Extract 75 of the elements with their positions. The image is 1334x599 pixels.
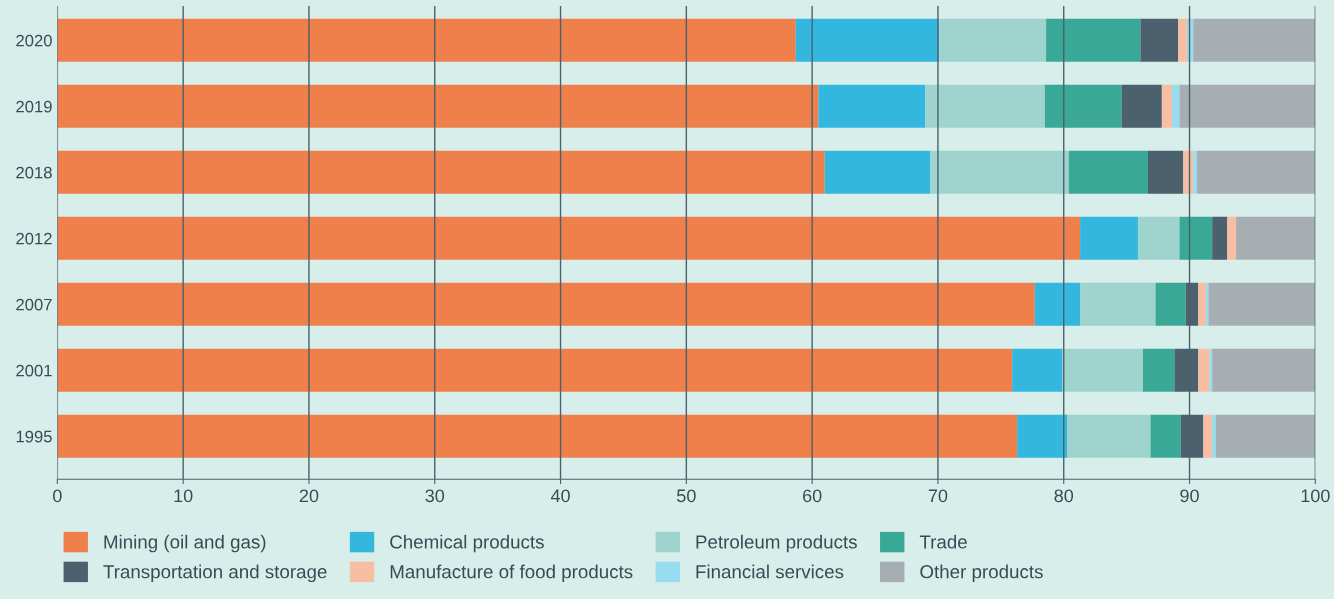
bar (1203, 414, 1213, 458)
bar (1140, 18, 1179, 62)
bar (1236, 216, 1316, 260)
bar (1198, 282, 1206, 326)
bar (1121, 84, 1162, 128)
y-tick-label: 1995 (16, 430, 52, 443)
legend-label: Chemical products (390, 534, 544, 553)
bar (1208, 282, 1316, 326)
bar (930, 150, 1069, 194)
bar (795, 18, 940, 62)
bar (1215, 414, 1316, 458)
bar (1155, 282, 1186, 326)
legend-label: Other products (920, 564, 1043, 583)
bar (57, 150, 825, 194)
x-tick-label: 100 (1301, 489, 1330, 503)
bar (939, 18, 1047, 62)
legend-label: Manufacture of food products (390, 564, 633, 583)
x-tick-label: 20 (299, 489, 319, 503)
legend-label: Petroleum products (696, 534, 857, 553)
bar (1148, 150, 1184, 194)
bar (1227, 216, 1237, 260)
x-tick-label: 0 (53, 489, 62, 503)
y-tick-label: 2019 (16, 100, 52, 113)
legend-label: Trade (919, 534, 967, 549)
bar (1171, 84, 1180, 128)
bar (1212, 414, 1216, 458)
y-tick-label: 2018 (16, 166, 52, 179)
x-tick-label: 40 (550, 489, 570, 503)
legend-label: Financial services (696, 564, 844, 579)
y-tick-label: 2007 (16, 298, 52, 311)
bar (1193, 150, 1198, 194)
bar (1067, 414, 1151, 458)
bar (57, 18, 796, 62)
bar (818, 84, 926, 128)
x-tick-label: 10 (174, 489, 193, 503)
bar (57, 84, 819, 128)
bar (1034, 282, 1081, 326)
bar (1012, 348, 1063, 392)
bar (1068, 150, 1149, 194)
y-tick-label: 2012 (16, 232, 52, 245)
x-tick-label: 30 (425, 489, 445, 503)
bar (1212, 216, 1228, 260)
x-tick-label: 50 (677, 489, 696, 503)
y-tick-label: 2001 (16, 364, 52, 377)
bar (1142, 348, 1175, 392)
bar (1179, 216, 1213, 260)
bar (1198, 348, 1210, 392)
x-tick-label: 70 (928, 489, 948, 503)
bar (925, 84, 1045, 128)
bar (1080, 282, 1156, 326)
bar (1017, 414, 1068, 458)
bar (1178, 18, 1188, 62)
bar (1179, 84, 1316, 128)
y-tick-label: 2020 (16, 34, 52, 47)
bar (1046, 18, 1141, 62)
bar (824, 150, 931, 194)
bar (57, 282, 1035, 326)
bar (1150, 414, 1181, 458)
bar (1137, 216, 1180, 260)
bar (1044, 84, 1122, 128)
bar (1183, 150, 1194, 194)
legend-label: Mining (oil and gas) (104, 534, 266, 553)
legend-label: Transportation and storage (103, 564, 327, 583)
bar (1080, 216, 1138, 260)
bar (1161, 84, 1172, 128)
bar (1212, 348, 1316, 392)
x-tick-label: 80 (1054, 489, 1074, 503)
x-tick-label: 60 (803, 489, 822, 503)
bar (1197, 150, 1316, 194)
bar (57, 348, 1013, 392)
x-tick-label: 90 (1180, 489, 1199, 503)
bar (57, 414, 1018, 458)
bar (57, 216, 1081, 260)
bar (1062, 348, 1143, 392)
bar (1193, 18, 1316, 62)
